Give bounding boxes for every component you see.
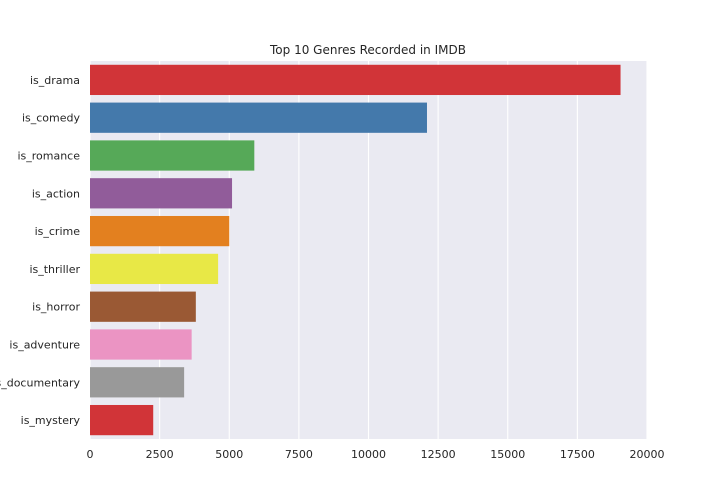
y-tick-label: is_adventure xyxy=(9,339,80,352)
y-tick-label: is_documentary xyxy=(0,376,80,389)
x-tick-label: 12500 xyxy=(421,448,456,461)
y-tick-label: is_comedy xyxy=(22,112,81,125)
x-tick-label: 2500 xyxy=(146,448,174,461)
x-tick-label: 20000 xyxy=(630,448,665,461)
bar-is-documentary xyxy=(90,367,185,398)
chart-title: Top 10 Genres Recorded in IMDB xyxy=(269,43,466,57)
bar-is-horror xyxy=(90,291,196,322)
x-tick-label: 15000 xyxy=(490,448,525,461)
y-tick-label: is_mystery xyxy=(21,414,81,427)
y-tick-label: is_thriller xyxy=(29,263,80,276)
bar-is-drama xyxy=(90,64,621,96)
bar-is-crime xyxy=(90,215,230,247)
y-axis-labels: is_drama is_comedy is_romance is_action is_c… xyxy=(0,74,80,427)
x-tick-label: 5000 xyxy=(215,448,243,461)
bar-is-comedy xyxy=(90,102,427,133)
x-axis-labels: 0 2500 5000 7500 10000 12500 15000 17500 20000 xyxy=(87,448,665,461)
y-tick-label: is_drama xyxy=(30,74,80,87)
x-tick-label: 0 xyxy=(87,448,94,461)
x-tick-label: 7500 xyxy=(285,448,313,461)
bar-is-romance xyxy=(90,140,255,171)
y-tick-label: is_romance xyxy=(17,150,80,163)
y-tick-label: is_horror xyxy=(32,301,80,314)
y-tick-label: is_action xyxy=(32,187,80,200)
bar-is-mystery xyxy=(90,404,154,436)
x-tick-label: 17500 xyxy=(560,448,595,461)
bar-is-adventure xyxy=(90,329,192,360)
bars xyxy=(90,64,621,436)
x-tick-label: 10000 xyxy=(351,448,386,461)
y-tick-label: is_crime xyxy=(35,225,81,238)
bar-is-thriller xyxy=(90,253,219,285)
bar-is-action xyxy=(90,178,233,209)
